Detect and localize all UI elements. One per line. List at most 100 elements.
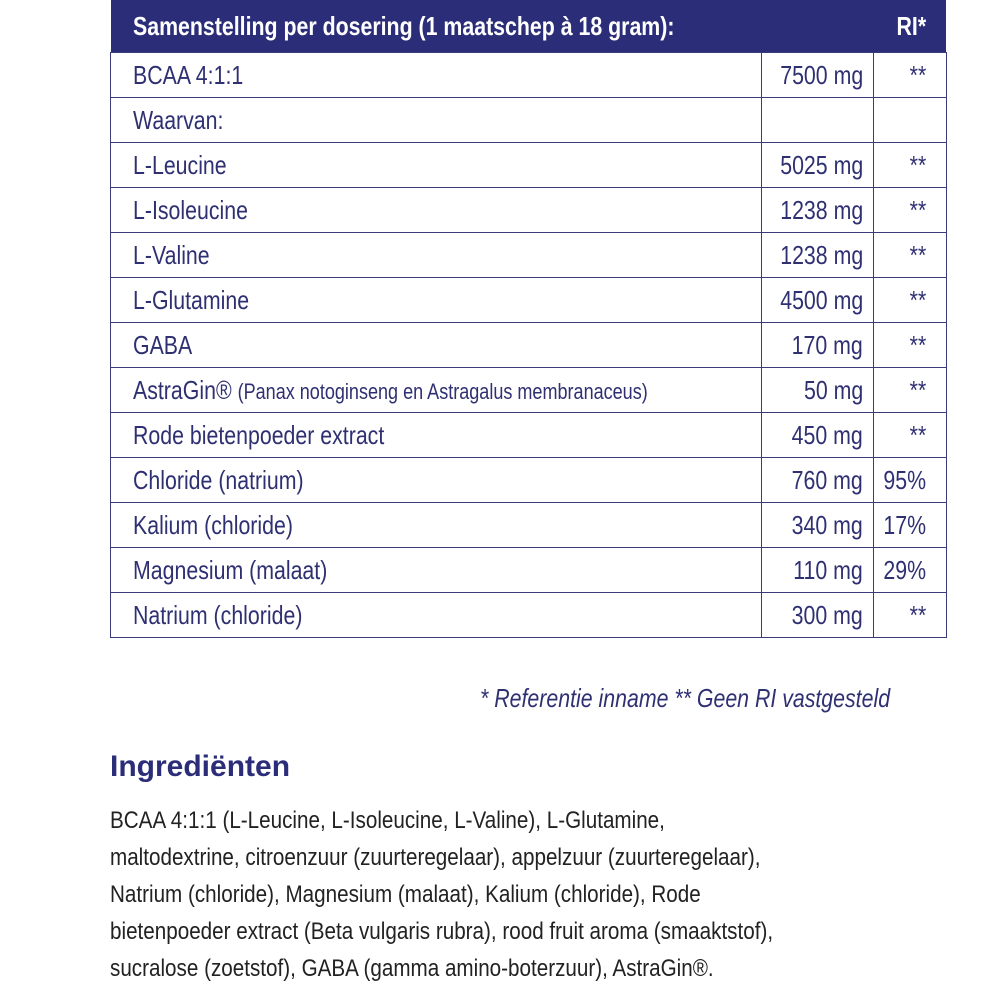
name-cell: Natrium (chloride) <box>110 592 762 638</box>
name-text: L-Valine <box>133 239 210 270</box>
cell-text: 7500 mg <box>779 59 863 90</box>
table-row: Chloride (natrium) 760 mg 95% <box>110 457 947 503</box>
cell-text: ** <box>909 149 926 180</box>
amount-cell: 1238 mg <box>760 187 874 233</box>
name: Magnesium (malaat) <box>133 555 327 586</box>
name: L-Leucine <box>133 150 227 181</box>
cell-text: ** <box>909 599 926 630</box>
cell-text: 4500 mg <box>779 284 863 315</box>
cell-text: 17% <box>883 509 926 540</box>
name: Rode bietenpoeder extract <box>133 420 384 451</box>
ri-cell: ** <box>872 367 947 413</box>
cell-text: 50 mg <box>803 374 863 405</box>
amount-cell <box>760 97 874 143</box>
table-row: AstraGin® (Panax notoginseng en Astragal… <box>110 367 947 413</box>
name: Waarvan: <box>133 105 223 136</box>
name: L-Valine <box>133 240 210 271</box>
table-row: Magnesium (malaat) 110 mg 29% <box>110 547 947 593</box>
name-text: L-Glutamine <box>133 284 250 315</box>
cell-text: ** <box>909 239 926 270</box>
name: L-Isoleucine <box>133 195 248 226</box>
cell-text: BCAA 4:1:1 (L-Leucine, L-Isoleucine, L-V… <box>110 807 665 834</box>
cell-text: ** <box>909 374 926 405</box>
cell-text: 300 mg <box>791 599 863 630</box>
footnote-text: * Referentie inname ** Geen RI vastgeste… <box>479 683 890 713</box>
ingredients-line: Natrium (chloride), Magnesium (malaat), … <box>110 876 881 913</box>
name: L-Glutamine <box>133 285 249 316</box>
amount-cell: 170 mg <box>760 322 874 368</box>
name: AstraGin® (Panax notoginseng en Astragal… <box>133 375 648 406</box>
ri-cell: ** <box>872 412 947 458</box>
amount-cell: 450 mg <box>760 412 874 458</box>
name-text: Chloride (natrium) <box>133 464 304 495</box>
name-text: GABA <box>133 329 193 360</box>
cell-text: sucralose (zoetstof), GABA (gamma amino-… <box>110 955 714 982</box>
name-text: Waarvan: <box>133 104 224 135</box>
ingredients-line: bietenpoeder extract (Beta vulgaris rubr… <box>110 913 881 950</box>
ingredients-title: Ingrediënten <box>110 750 291 783</box>
name: GABA <box>133 330 192 361</box>
name-text: Natrium (chloride) <box>133 599 303 630</box>
cell-text: Natrium (chloride), Magnesium (malaat), … <box>110 881 701 908</box>
name-text: BCAA 4:1:1 <box>133 59 244 90</box>
ingredients-text: BCAA 4:1:1 (L-Leucine, L-Isoleucine, L-V… <box>110 802 881 987</box>
table-row: Kalium (chloride) 340 mg 17% <box>110 502 947 548</box>
amount-cell: 340 mg <box>760 502 874 548</box>
name: Chloride (natrium) <box>133 465 304 496</box>
table-row: Natrium (chloride) 300 mg ** <box>110 592 947 638</box>
ri-cell: ** <box>872 322 947 368</box>
table-row: L-Valine 1238 mg ** <box>110 232 947 278</box>
ri-cell: ** <box>872 142 947 188</box>
cell-text: maltodextrine, citroenzuur (zuurteregela… <box>110 844 761 871</box>
ri-cell: ** <box>872 187 947 233</box>
name-text: AstraGin® <box>133 374 232 405</box>
header-text: Samenstelling per dosering (1 maatschep … <box>132 10 674 41</box>
cell-text: ** <box>909 194 926 225</box>
name: BCAA 4:1:1 <box>133 60 243 91</box>
name-cell: GABA <box>110 322 762 368</box>
amount-cell: 1238 mg <box>760 232 874 278</box>
name-text: L-Leucine <box>133 149 227 180</box>
name-cell: L-Glutamine <box>110 277 762 323</box>
name: Natrium (chloride) <box>133 600 302 631</box>
footnote: * Referentie inname ** Geen RI vastgeste… <box>390 683 890 714</box>
ri-cell: ** <box>872 592 947 638</box>
table-row: BCAA 4:1:1 7500 mg ** <box>110 52 947 98</box>
name-cell: L-Isoleucine <box>110 187 762 233</box>
name-text: L-Isoleucine <box>133 194 248 225</box>
name: Kalium (chloride) <box>133 510 293 541</box>
name-text: Kalium (chloride) <box>133 509 293 540</box>
cell-text: 170 mg <box>791 329 863 360</box>
header-text: RI* <box>896 10 927 41</box>
table-row: L-Isoleucine 1238 mg ** <box>110 187 947 233</box>
name-note: (Panax notoginseng en Astragalus membran… <box>237 378 648 404</box>
cell-text: 1238 mg <box>779 239 863 270</box>
ri-cell: ** <box>872 52 947 98</box>
cell-text: 29% <box>883 554 926 585</box>
name-cell: Magnesium (malaat) <box>110 547 762 593</box>
table-row: GABA 170 mg ** <box>110 322 947 368</box>
name-cell: L-Valine <box>110 232 762 278</box>
ri-cell: ** <box>872 232 947 278</box>
amount-cell: 760 mg <box>760 457 874 503</box>
table-row: Waarvan: <box>110 97 947 143</box>
cell-text: ** <box>909 59 926 90</box>
cell-text: ** <box>909 284 926 315</box>
name-text: Magnesium (malaat) <box>133 554 328 585</box>
amount-cell: 50 mg <box>760 367 874 413</box>
cell-text: bietenpoeder extract (Beta vulgaris rubr… <box>110 918 774 945</box>
name-cell: Kalium (chloride) <box>110 502 762 548</box>
name-cell: AstraGin® (Panax notoginseng en Astragal… <box>110 367 762 413</box>
name-cell: L-Leucine <box>110 142 762 188</box>
cell-text: 95% <box>883 464 926 495</box>
composition-table: Samenstelling per dosering (1 maatschep … <box>110 0 947 638</box>
cell-text: 5025 mg <box>779 149 863 180</box>
ri-cell: 29% <box>872 547 947 593</box>
header-cell: RI* <box>873 0 947 53</box>
ri-cell: 95% <box>872 457 947 503</box>
cell-text: 1238 mg <box>779 194 863 225</box>
name-cell: BCAA 4:1:1 <box>110 52 762 98</box>
name-cell: Waarvan: <box>110 97 762 143</box>
ingredients-line: maltodextrine, citroenzuur (zuurteregela… <box>110 839 881 876</box>
